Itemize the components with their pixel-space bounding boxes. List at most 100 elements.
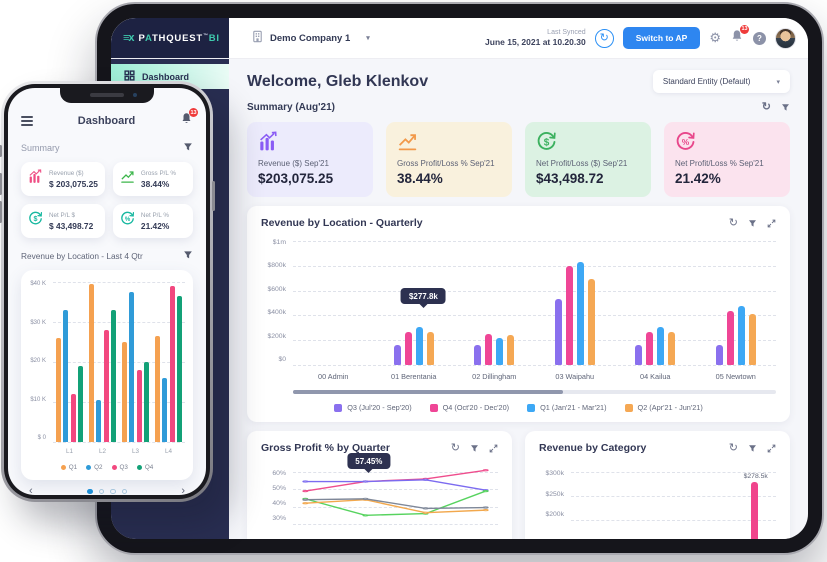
legend-item[interactable]: Q4 (Oct'20 - Dec'20) [429, 403, 509, 412]
bar[interactable] [587, 279, 595, 365]
pager-dot[interactable] [121, 488, 127, 495]
expand-icon[interactable] [767, 444, 776, 453]
legend-item[interactable]: Q4 [136, 464, 153, 471]
bar[interactable] [485, 334, 493, 365]
gross-profit-card: Gross Profit % by Quarter ↻ 60% 50% 40% 30% [247, 431, 512, 539]
bar[interactable] [169, 286, 175, 442]
bar[interactable] [88, 284, 94, 442]
bar[interactable] [55, 338, 61, 442]
summary-card[interactable]: Revenue ($) Sep'21 $203,075.25 [247, 122, 373, 197]
switch-to-ap-button[interactable]: Switch to AP [622, 27, 701, 49]
metric-value: $43,498.72 [536, 171, 604, 186]
metric-label: Revenue ($) [49, 169, 84, 177]
axis-category-label: L4 [164, 448, 172, 455]
notifications-bell-icon[interactable]: 13 [730, 24, 749, 48]
bar[interactable] [154, 336, 160, 442]
chevron-left-icon[interactable]: ‹ [29, 485, 33, 496]
expand-icon[interactable] [489, 444, 498, 453]
bar[interactable] [426, 331, 434, 365]
legend-item[interactable]: Q2 [86, 464, 103, 471]
bar[interactable] [576, 262, 584, 365]
bar[interactable] [404, 331, 412, 365]
bar[interactable] [70, 394, 76, 442]
scrollbar-thumb[interactable] [293, 390, 564, 394]
gridline [293, 365, 776, 366]
user-avatar[interactable] [775, 27, 796, 49]
legend-item[interactable]: Q1 (Jan'21 - Mar'21) [527, 403, 607, 412]
filter-icon[interactable] [183, 142, 193, 154]
bar[interactable] [715, 345, 723, 365]
bar[interactable] [415, 326, 423, 365]
y-axis: 60% 50% 40% 30% [261, 470, 293, 524]
pager-dot[interactable] [87, 488, 93, 495]
y-axis: $300k $250k $200k [539, 470, 571, 520]
bar[interactable] [63, 310, 69, 442]
bar[interactable] [565, 265, 573, 365]
entity-selector[interactable]: Standard Entity (Default) ▾ [652, 70, 790, 93]
legend-item[interactable]: Q2 (Apr'21 - Jun'21) [624, 403, 703, 412]
help-icon[interactable]: ? [753, 31, 766, 45]
refresh-icon[interactable]: ↻ [728, 441, 738, 454]
gridline [53, 442, 185, 443]
bar[interactable] [162, 378, 168, 442]
legend-item[interactable]: Q3 [111, 464, 128, 471]
summary-card[interactable]: $ Net P/L $ $ 43,498.72 [21, 204, 105, 238]
summary-card[interactable]: % Net P/L % 21.42% [112, 204, 193, 238]
axis-category-label: 01 Berentania [391, 372, 437, 381]
bar[interactable] [646, 331, 654, 365]
bar[interactable] [554, 298, 562, 365]
filter-icon[interactable] [748, 219, 757, 228]
summary-card[interactable]: % Net Profit/Loss % Sep'21 21.42% [664, 122, 790, 197]
bar[interactable] [129, 292, 135, 442]
bar[interactable] [668, 332, 676, 365]
axis-category-label: L1 [65, 448, 73, 455]
category-bar[interactable] [750, 482, 758, 539]
summary-card[interactable]: $ Net Profit/Loss ($) Sep'21 $43,498.72 [525, 122, 651, 197]
chevron-right-icon[interactable]: › [181, 485, 185, 496]
bar[interactable] [177, 296, 183, 442]
chart-scrollbar[interactable] [293, 390, 776, 394]
bar[interactable] [144, 362, 150, 442]
bar[interactable] [96, 400, 102, 442]
pager-dot[interactable] [98, 488, 104, 495]
refresh-icon[interactable]: ↻ [450, 441, 460, 454]
expand-icon[interactable] [767, 219, 776, 228]
summary-card[interactable]: Gross P/L % 38.44% [112, 162, 193, 196]
summary-card[interactable]: Gross Profit/Loss % Sep'21 38.44% [386, 122, 512, 197]
filter-icon[interactable] [781, 103, 790, 112]
axis-tick-label: 60% [272, 470, 286, 477]
legend-item[interactable]: Q1 [60, 464, 77, 471]
bar[interactable] [474, 345, 482, 365]
bar[interactable] [121, 342, 127, 442]
bar[interactable] [136, 370, 142, 442]
filter-icon[interactable] [470, 444, 479, 453]
bar[interactable] [726, 311, 734, 365]
bar[interactable] [103, 330, 109, 442]
bar[interactable] [496, 338, 504, 365]
refresh-icon[interactable]: ↻ [728, 216, 738, 229]
chevron-down-icon: ▾ [366, 35, 370, 42]
filter-icon[interactable] [748, 444, 757, 453]
sync-refresh-button[interactable]: ↻ [594, 28, 614, 48]
notifications-bell-icon[interactable]: 13 [180, 108, 198, 130]
settings-gear-icon[interactable]: ⚙ [709, 30, 721, 45]
bar[interactable] [78, 366, 84, 442]
summary-title: Summary [21, 143, 60, 153]
bar[interactable] [393, 345, 401, 365]
bar[interactable] [111, 310, 117, 442]
menu-icon[interactable] [21, 115, 33, 127]
summary-card[interactable]: Revenue ($) $ 203,075.25 [21, 162, 105, 196]
gridline [53, 322, 185, 323]
company-selector[interactable]: Demo Company 1 ▾ [251, 30, 370, 46]
pager-dot[interactable] [110, 488, 116, 495]
filter-icon[interactable] [183, 250, 193, 262]
bar[interactable] [657, 326, 665, 365]
refresh-icon[interactable]: ↻ [761, 101, 771, 113]
bar[interactable] [748, 313, 756, 365]
bar[interactable] [737, 306, 745, 365]
bar[interactable] [507, 335, 515, 365]
bar[interactable] [635, 345, 643, 365]
bar-chart-icon [258, 131, 362, 152]
gridline [53, 362, 185, 363]
legend-item[interactable]: Q3 (Jul'20 - Sep'20) [334, 403, 412, 412]
